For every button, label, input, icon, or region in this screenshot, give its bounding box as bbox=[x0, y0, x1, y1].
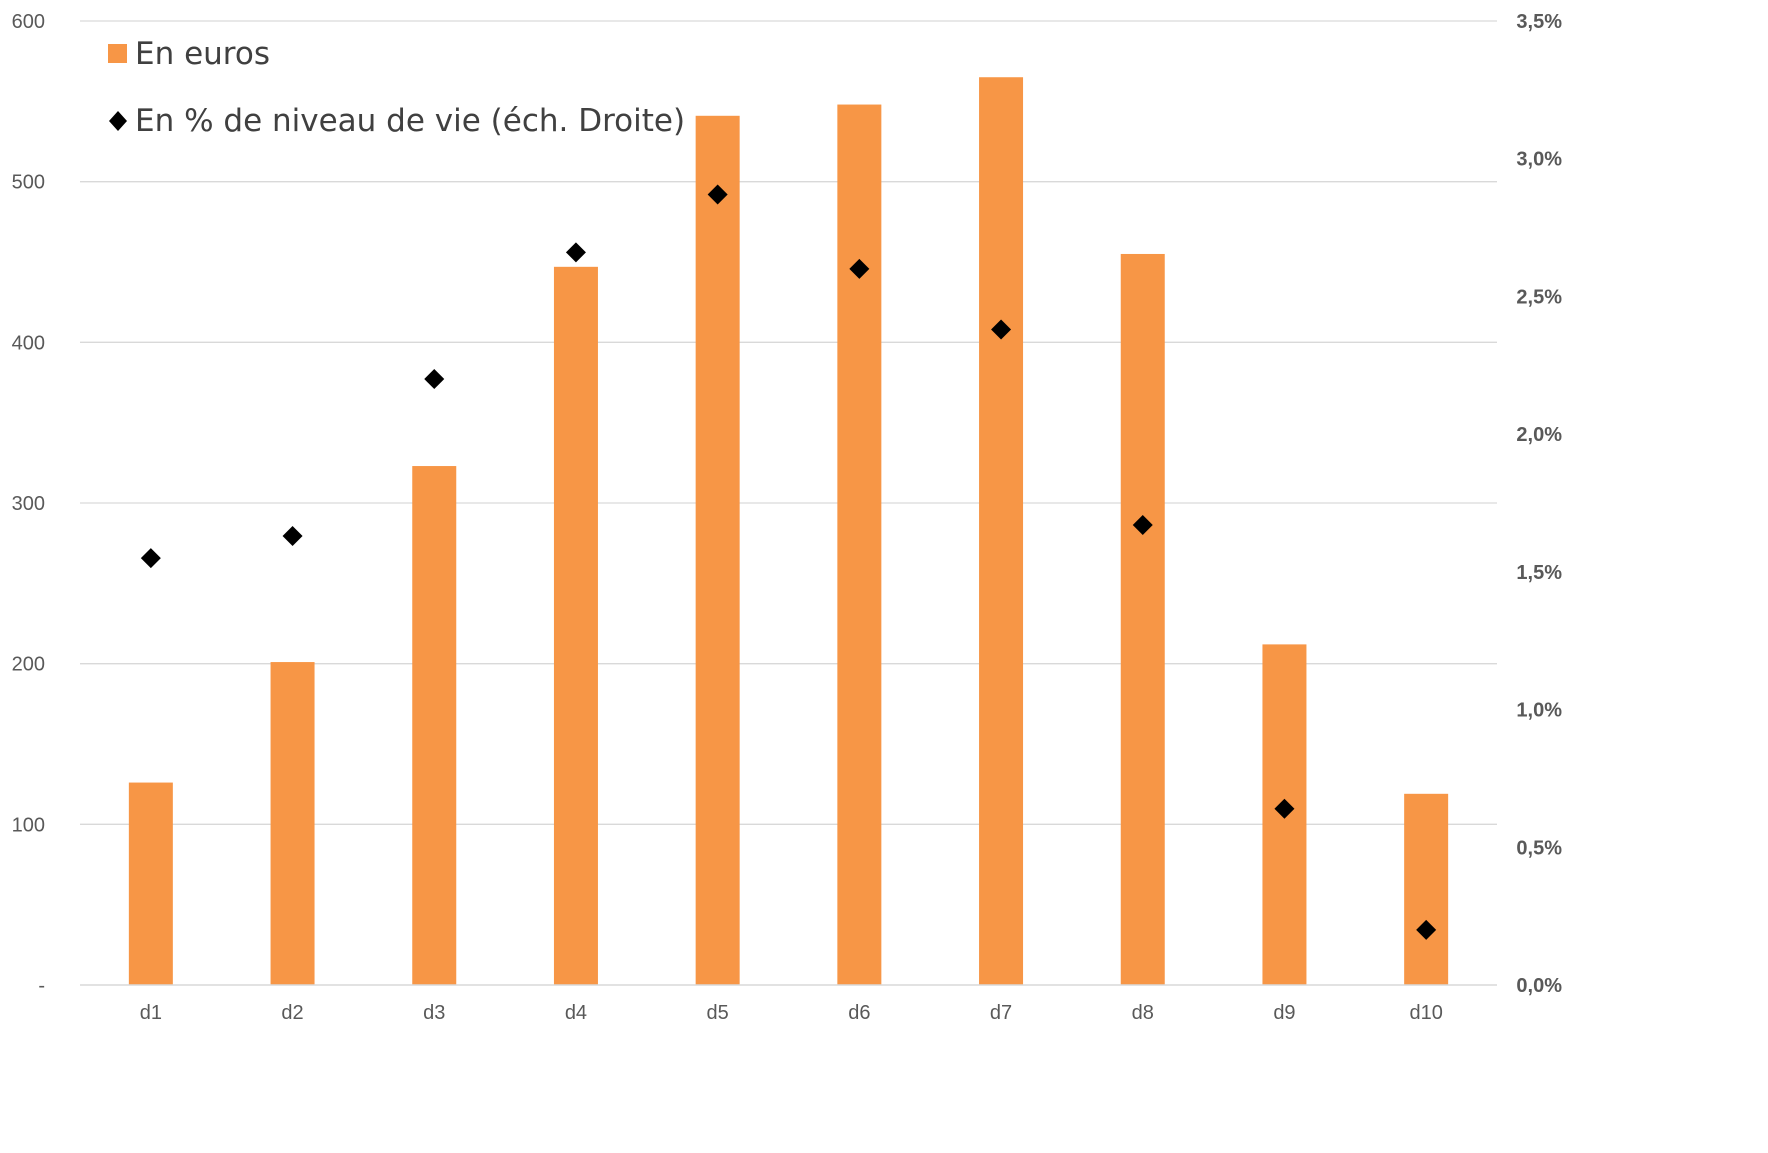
x-tick-label-d2: d2 bbox=[281, 1002, 303, 1024]
bar-d3 bbox=[412, 466, 457, 986]
x-tick-label-d1: d1 bbox=[140, 1002, 162, 1024]
right-tick-label: 1,5% bbox=[1516, 562, 1562, 584]
x-tick-label-d10: d10 bbox=[1409, 1002, 1442, 1024]
marker-d9 bbox=[1274, 798, 1295, 819]
right-tick-label: 1,0% bbox=[1516, 700, 1562, 722]
left-tick-label: 400 bbox=[12, 332, 45, 354]
left-tick-label: 500 bbox=[12, 172, 45, 194]
left-tick-label: - bbox=[38, 975, 45, 997]
bar-d5 bbox=[695, 115, 740, 985]
right-tick-label: 2,0% bbox=[1516, 424, 1562, 446]
bar-d8 bbox=[1120, 253, 1165, 985]
marker-d8 bbox=[1132, 515, 1153, 536]
x-tick-label-d8: d8 bbox=[1132, 1002, 1154, 1024]
marker-d4 bbox=[565, 242, 586, 263]
bar-series bbox=[128, 77, 1449, 986]
x-tick-label-d5: d5 bbox=[707, 1002, 729, 1024]
left-tick-label: 600 bbox=[12, 11, 45, 33]
bar-d10 bbox=[1404, 793, 1449, 985]
marker-d7 bbox=[991, 319, 1012, 340]
marker-d2 bbox=[282, 526, 303, 547]
left-tick-label: 200 bbox=[12, 654, 45, 676]
x-tick-label-d4: d4 bbox=[565, 1002, 587, 1024]
bar-d1 bbox=[128, 782, 173, 985]
bar-d6 bbox=[837, 104, 882, 985]
marker-d5 bbox=[707, 184, 728, 205]
right-tick-label: 3,5% bbox=[1516, 11, 1562, 33]
x-tick-label-d3: d3 bbox=[423, 1002, 445, 1024]
left-tick-label: 300 bbox=[12, 493, 45, 515]
legend-item-markers: En % de niveau de vie (éch. Droite) bbox=[109, 103, 685, 139]
x-axis-ticks: d1 d2 d3 d4 d5 d6 d7 d8 d9 d10 bbox=[140, 1002, 1443, 1024]
legend-item-bars: En euros bbox=[108, 36, 270, 72]
bar-d7 bbox=[979, 77, 1024, 985]
bar-d2 bbox=[270, 662, 315, 985]
legend-label-bars: En euros bbox=[135, 36, 270, 72]
legend-label-markers: En % de niveau de vie (éch. Droite) bbox=[135, 103, 685, 139]
right-tick-label: 0,5% bbox=[1516, 837, 1562, 859]
x-tick-label-d6: d6 bbox=[848, 1002, 870, 1024]
legend: En euros En % de niveau de vie (éch. Dro… bbox=[108, 36, 685, 139]
right-axis-ticks: 0,0% 0,5% 1,0% 1,5% 2,0% 2,5% 3,0% 3,5% bbox=[1516, 11, 1562, 997]
marker-d1 bbox=[140, 548, 161, 569]
x-tick-label-d7: d7 bbox=[990, 1002, 1012, 1024]
marker-series bbox=[140, 184, 1437, 940]
marker-d6 bbox=[849, 258, 870, 279]
right-tick-label: 0,0% bbox=[1516, 975, 1562, 997]
gridlines bbox=[80, 20, 1497, 825]
marker-d10 bbox=[1416, 919, 1437, 940]
bar-d4 bbox=[553, 266, 598, 985]
marker-d3 bbox=[424, 369, 445, 390]
legend-swatch-bars bbox=[108, 44, 127, 63]
legend-diamond-icon bbox=[109, 111, 127, 131]
x-tick-label-d9: d9 bbox=[1273, 1002, 1295, 1024]
right-tick-label: 3,0% bbox=[1516, 149, 1562, 171]
right-tick-label: 2,5% bbox=[1516, 286, 1562, 308]
left-axis-ticks: - 100 200 300 400 500 600 bbox=[12, 11, 45, 997]
left-tick-label: 100 bbox=[12, 814, 45, 836]
